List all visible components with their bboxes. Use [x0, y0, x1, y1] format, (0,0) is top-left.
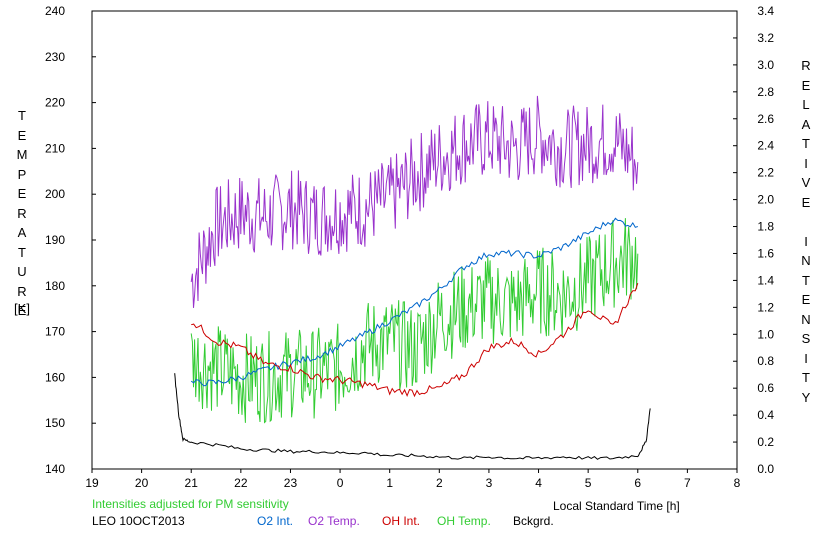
- x-tick-label: 8: [734, 476, 741, 490]
- left-y-tick-label: 210: [45, 141, 65, 155]
- left-axis-title-letter: R: [17, 283, 27, 299]
- left-axis-title-letter: T: [18, 108, 26, 123]
- x-tick-label: 6: [634, 476, 641, 490]
- right-axis-title-letter: I: [804, 233, 808, 249]
- station-label: LEO 10OCT2013: [92, 514, 185, 528]
- legend-item: Bckgrd.: [513, 514, 554, 528]
- left-axis-title-letter: E: [17, 127, 27, 143]
- right-y-tick-label: 2.4: [757, 139, 774, 153]
- right-axis-title-letter: [798, 212, 814, 232]
- x-tick-label: 20: [135, 476, 149, 490]
- x-tick-label: 1: [386, 476, 393, 490]
- right-axis-title-letter: I: [804, 350, 808, 366]
- x-tick-label: 5: [585, 476, 592, 490]
- x-tick-label: 7: [684, 476, 691, 490]
- legend-item: OH Int.: [382, 514, 421, 528]
- right-axis-title-letter: A: [801, 116, 811, 132]
- left-axis-title-letter: P: [17, 166, 27, 182]
- left-y-tick-label: 200: [45, 187, 65, 201]
- left-axis-title-letter: R: [17, 205, 27, 221]
- right-y-tick-label: 0.4: [757, 408, 774, 422]
- right-axis-title-letter: E: [801, 194, 811, 210]
- right-y-tick-label: 2.6: [757, 112, 774, 126]
- x-tick-label: 21: [185, 476, 199, 490]
- right-y-tick-label: 2.2: [757, 166, 774, 180]
- right-axis-title-letter: E: [801, 77, 811, 93]
- left-axis-title-letter: M: [16, 147, 28, 162]
- left-y-tick-label: 170: [45, 325, 65, 339]
- right-axis-title-letter: S: [801, 331, 811, 346]
- series-o2-int: [190, 217, 638, 387]
- series-oh-temp: [190, 218, 639, 424]
- x-tick-label: 4: [535, 476, 542, 490]
- right-axis-title-letter: T: [802, 136, 810, 151]
- right-axis-title-letter: Y: [801, 389, 811, 405]
- left-axis-unit: [K]: [9, 299, 35, 319]
- right-axis-title-letter: N: [801, 311, 811, 327]
- right-y-tick-label: 1.8: [757, 220, 774, 234]
- x-tick-label: 22: [234, 476, 248, 490]
- right-y-tick-label: 0.6: [757, 381, 774, 395]
- left-y-tick-label: 230: [45, 50, 65, 64]
- right-y-tick-label: 3.2: [757, 31, 774, 45]
- right-axis-title-letter: T: [802, 370, 810, 385]
- right-y-tick-label: 0.0: [757, 462, 774, 476]
- legend-item: O2 Int.: [257, 514, 294, 528]
- series-bckgrd: [174, 373, 651, 460]
- left-axis-title-letter: E: [17, 303, 27, 318]
- left-y-tick-label: 190: [45, 233, 65, 247]
- right-y-tick-label: 2.0: [757, 193, 774, 207]
- series-layer: [174, 95, 651, 460]
- left-y-tick-label: 160: [45, 370, 65, 384]
- right-axis-title-letter: V: [801, 175, 811, 190]
- series-oh-int: [191, 282, 639, 398]
- x-axis-title: Local Standard Time [h]: [553, 499, 680, 513]
- left-axis-title-letter: U: [17, 264, 27, 279]
- left-y-tick-label: 150: [45, 416, 65, 430]
- right-y-tick-label: 2.8: [757, 85, 774, 99]
- x-tick-label: 0: [337, 476, 344, 490]
- x-tick-label: 19: [85, 476, 99, 490]
- right-y-tick-label: 1.6: [757, 246, 774, 260]
- right-y-tick-label: 3.4: [757, 4, 774, 18]
- right-axis-title-letter: I: [804, 155, 808, 171]
- left-axis-title-letter: E: [17, 186, 27, 201]
- right-y-tick-label: 1.4: [757, 273, 774, 287]
- left-y-tick-label: 220: [45, 96, 65, 110]
- left-axis-unit-text: [K]: [14, 301, 30, 316]
- legend-item: OH Temp.: [437, 514, 491, 528]
- axis-layer: 19 20 21 22 23 0 1 2 3 4 5 6 7 8140150160170180190200…: [45, 4, 774, 490]
- right-y-tick-label: 0.8: [757, 354, 774, 368]
- series-o2-temp: [190, 95, 639, 308]
- x-tick-label: 3: [486, 476, 493, 490]
- right-axis-title-letter: N: [801, 253, 811, 268]
- x-tick-label: 2: [436, 476, 443, 490]
- x-tick-label: 23: [284, 476, 298, 490]
- left-y-tick-label: 180: [45, 279, 65, 293]
- left-axis-title-letter: T: [18, 244, 26, 260]
- plot-frame: [91, 10, 738, 470]
- right-axis-title-letter: E: [801, 292, 811, 307]
- right-y-tick-label: 1.2: [757, 300, 774, 314]
- right-axis-title-letter: T: [802, 272, 810, 288]
- right-y-tick-label: 0.2: [757, 435, 774, 449]
- left-y-tick-label: 240: [45, 4, 65, 18]
- right-axis-title-letter: R: [801, 58, 811, 73]
- right-axis-title-letter: L: [802, 97, 810, 112]
- sensitivity-note: Intensities adjusted for PM sensitivity: [92, 497, 289, 511]
- right-y-tick-label: 3.0: [757, 58, 774, 72]
- right-y-tick-label: 1.0: [757, 327, 774, 341]
- legend-item: O2 Temp.: [308, 514, 360, 528]
- left-y-tick-label: 140: [45, 462, 65, 476]
- left-axis-title-letter: A: [17, 225, 27, 240]
